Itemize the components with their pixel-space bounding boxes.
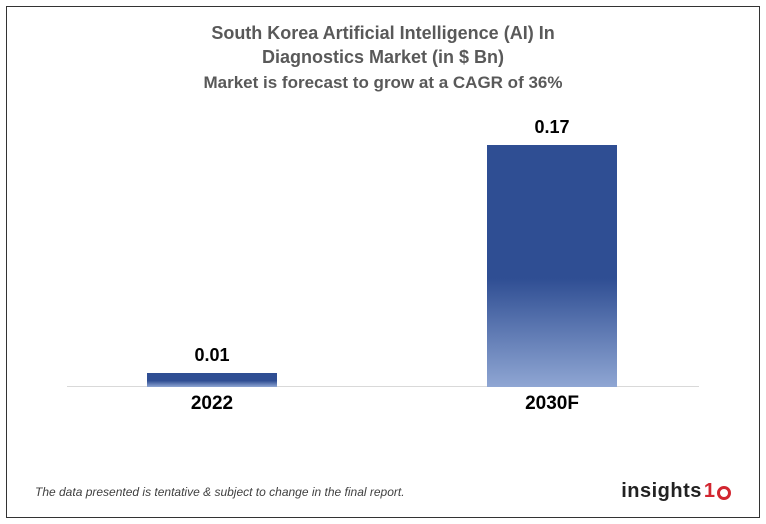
- logo-accent: 1: [704, 480, 731, 503]
- logo-digit-zero-icon: [717, 486, 731, 500]
- bar-fill: [147, 373, 277, 387]
- chart-plot-area: 0.01 0.17 2022 2030F: [67, 117, 699, 417]
- chart-title-block: South Korea Artificial Intelligence (AI)…: [7, 7, 759, 95]
- title-line-1: South Korea Artificial Intelligence (AI)…: [47, 21, 719, 45]
- bar-fill: [487, 145, 617, 387]
- category-label: 2030F: [487, 393, 617, 415]
- title-line-2: Diagnostics Market (in $ Bn): [47, 45, 719, 69]
- bar-value-label: 0.17: [534, 117, 569, 138]
- bar-2022: 0.01: [147, 373, 277, 387]
- bar-value-label: 0.01: [194, 345, 229, 366]
- disclaimer-text: The data presented is tentative & subjec…: [35, 485, 405, 499]
- category-axis: 2022 2030F: [67, 387, 699, 417]
- chart-card: South Korea Artificial Intelligence (AI)…: [6, 6, 760, 518]
- bar-2030f: 0.17: [487, 145, 617, 387]
- logo-text: insights: [621, 480, 702, 503]
- category-label: 2022: [147, 393, 277, 415]
- brand-logo: insights 1: [621, 480, 731, 503]
- logo-digit-one: 1: [704, 480, 715, 503]
- title-line-3: Market is forecast to grow at a CAGR of …: [47, 72, 719, 95]
